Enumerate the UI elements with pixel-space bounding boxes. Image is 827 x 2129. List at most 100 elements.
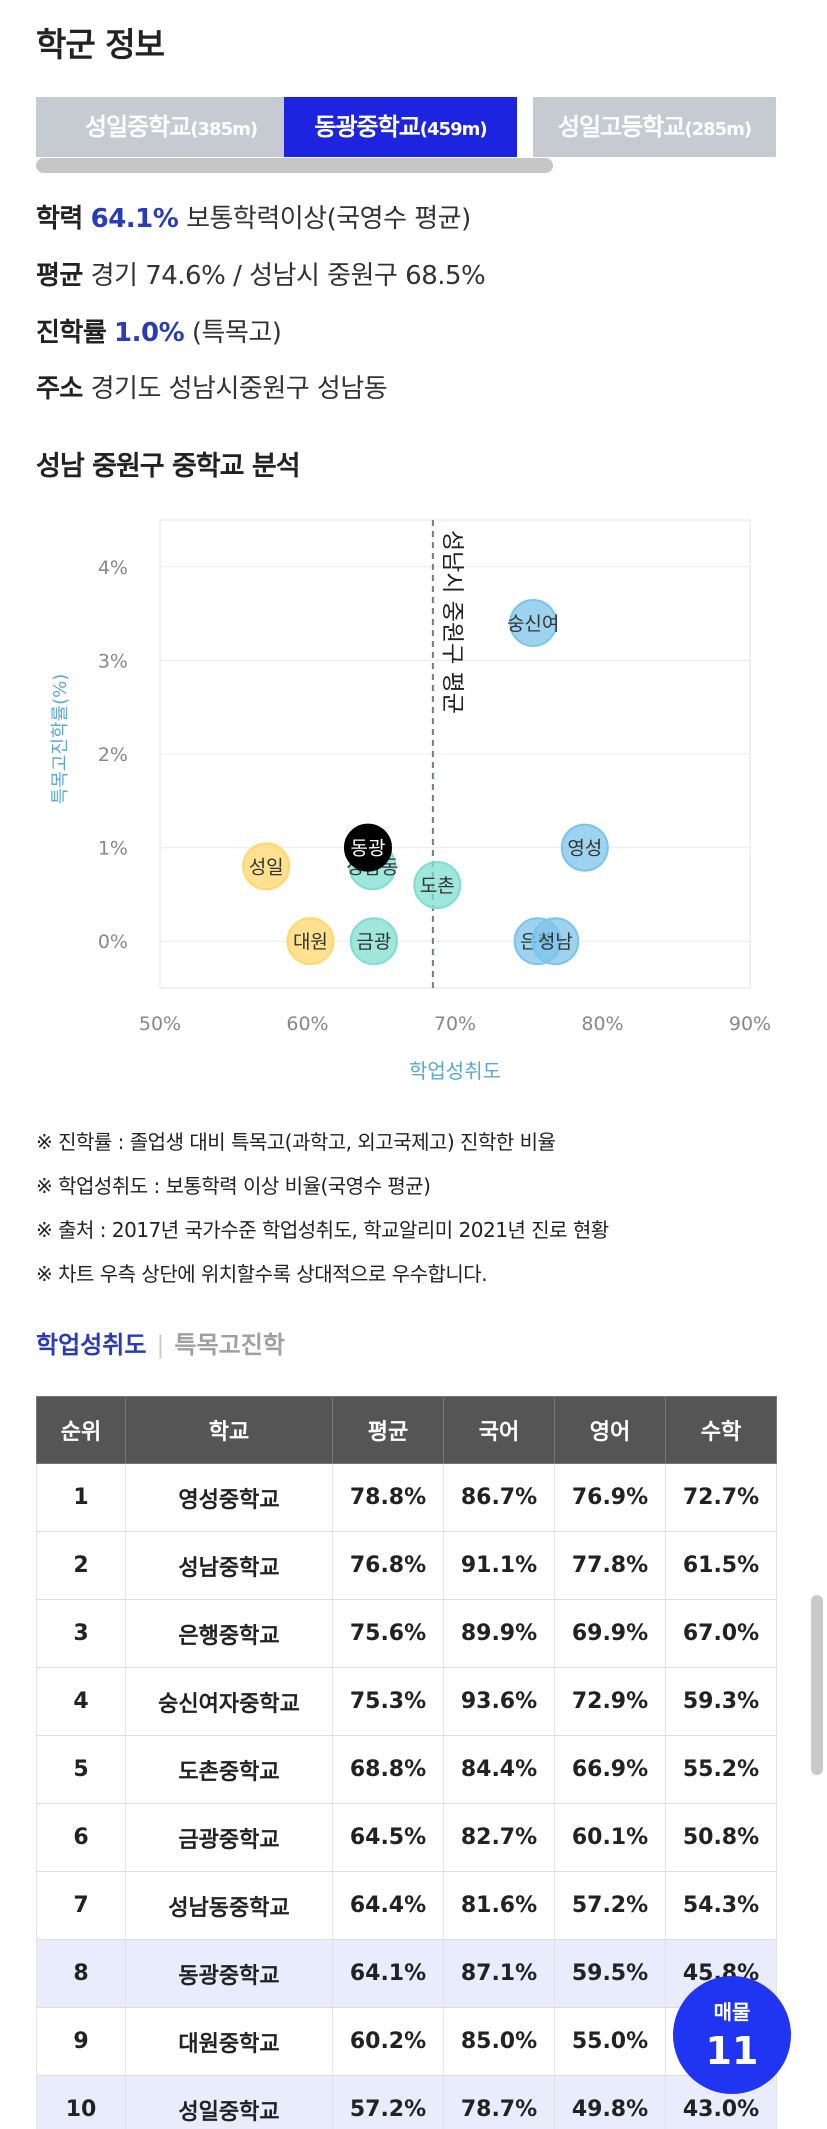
cell-school: 은행중학교 xyxy=(125,1599,333,1668)
tab-label: 동광중학교 xyxy=(314,113,420,141)
cell-math: 67.0% xyxy=(665,1599,777,1668)
cell-rank: 2 xyxy=(36,1531,126,1600)
table-row: 4 숭신여자중학교 75.3% 93.6% 72.9% 59.3% xyxy=(36,1667,777,1736)
x-tick-label: 90% xyxy=(729,1013,771,1035)
header-korean: 국어 xyxy=(443,1396,555,1464)
cell-english: 66.9% xyxy=(554,1735,666,1804)
data-point-label: 숭신여 xyxy=(507,613,559,635)
header-math: 수학 xyxy=(665,1396,777,1464)
cell-math: 55.2% xyxy=(665,1735,777,1804)
cell-korean: 78.7% xyxy=(443,2075,555,2129)
data-point xyxy=(560,823,609,872)
average-row: 평균 경기 74.6% / 성남시 중원구 68.5% xyxy=(36,255,486,292)
header-rank: 순위 xyxy=(36,1396,126,1464)
table-row: 3 은행중학교 75.6% 89.9% 69.9% 67.0% xyxy=(36,1599,777,1668)
y-tick-label: 2% xyxy=(98,744,128,766)
cell-school: 영성중학교 xyxy=(125,1463,333,1532)
cell-korean: 93.6% xyxy=(443,1667,555,1736)
cell-math: 50.8% xyxy=(665,1803,777,1872)
advance-label: 진학률 xyxy=(36,318,107,348)
data-point-label: 성남 xyxy=(538,931,573,953)
cell-school: 금광중학교 xyxy=(125,1803,333,1872)
cell-average: 57.2% xyxy=(332,2075,444,2129)
chart-notes: ※ 진학률 : 졸업생 대비 특목고(과학고, 외고국제고) 진학한 비율 ※ … xyxy=(36,1120,609,1296)
cell-english: 59.5% xyxy=(554,1939,666,2008)
note-source: ※ 출처 : 2017년 국가수준 학업성취도, 학교알리미 2021년 진로 … xyxy=(36,1218,609,1242)
cell-rank: 1 xyxy=(36,1463,126,1532)
table-header-row: 순위 학교 평균 국어 영어 수학 xyxy=(36,1396,777,1464)
cell-average: 78.8% xyxy=(332,1463,444,1532)
reference-line-label: 성남시 중원구 평균 xyxy=(439,530,465,714)
cell-average: 76.8% xyxy=(332,1531,444,1600)
x-tick-label: 80% xyxy=(581,1013,623,1035)
tab-seongil-middle[interactable]: 성일중학교(385m) xyxy=(36,97,306,157)
address-label: 주소 xyxy=(36,374,83,404)
tab-scrollbar[interactable] xyxy=(36,158,553,173)
listings-badge-button[interactable]: 매물 11 xyxy=(673,1976,791,2094)
data-point-label: 동광 xyxy=(350,838,385,860)
cell-rank: 4 xyxy=(36,1667,126,1736)
table-row: 2 성남중학교 76.8% 91.1% 77.8% 61.5% xyxy=(36,1531,777,1600)
average-label: 평균 xyxy=(36,261,83,291)
cell-school: 성일중학교 xyxy=(125,2075,333,2129)
cell-average: 64.5% xyxy=(332,1803,444,1872)
data-point-label: 성일 xyxy=(249,856,284,878)
cell-average: 64.1% xyxy=(332,1939,444,2008)
note-advance-rate: ※ 진학률 : 졸업생 대비 특목고(과학고, 외고국제고) 진학한 비율 xyxy=(36,1130,556,1154)
tab-label: 성일고등학교 xyxy=(557,113,685,141)
academic-row: 학력 64.1% 보통학력이상(국영수 평균) xyxy=(36,198,471,235)
cell-rank: 3 xyxy=(36,1599,126,1668)
y-tick-label: 0% xyxy=(98,931,128,953)
cell-english: 77.8% xyxy=(554,1531,666,1600)
x-axis-label: 학업성취도 xyxy=(409,1059,501,1083)
header-school: 학교 xyxy=(125,1396,333,1464)
tab-seongil-high[interactable]: 성일고등학교(285m) xyxy=(533,97,776,157)
cell-korean: 91.1% xyxy=(443,1531,555,1600)
table-row-highlighted: 8 동광중학교 64.1% 87.1% 59.5% 45.8% xyxy=(36,1939,777,2008)
cell-math: 54.3% xyxy=(665,1871,777,1940)
cell-school: 숭신여자중학교 xyxy=(125,1667,333,1736)
tab-distance: (385m) xyxy=(190,119,258,140)
y-axis-label: 특목고진학률(%) xyxy=(50,674,71,805)
cell-school: 성남중학교 xyxy=(125,1531,333,1600)
table-row: 9 대원중학교 60.2% 85.0% 55.0% xyxy=(36,2007,777,2076)
ranking-subtabs: 학업성취도 | 특목고진학 xyxy=(36,1325,285,1360)
cell-average: 64.4% xyxy=(332,1871,444,1940)
page-title: 학군 정보 xyxy=(36,25,165,64)
y-tick-label: 3% xyxy=(98,650,128,672)
advance-rate-row: 진학률 1.0% (특목고) xyxy=(36,312,282,349)
x-tick-label: 70% xyxy=(434,1013,476,1035)
table-row: 5 도촌중학교 68.8% 84.4% 66.9% 55.2% xyxy=(36,1735,777,1804)
cell-math: 61.5% xyxy=(665,1531,777,1600)
cell-rank: 8 xyxy=(36,1939,126,2008)
cell-school: 동광중학교 xyxy=(125,1939,333,2008)
table-row-highlighted: 10 성일중학교 57.2% 78.7% 49.8% 43.0% xyxy=(36,2075,777,2129)
cell-english: 76.9% xyxy=(554,1463,666,1532)
page-scrollbar[interactable] xyxy=(811,1595,823,1775)
average-value: 경기 74.6% / 성남시 중원구 68.5% xyxy=(82,261,486,291)
cell-korean: 85.0% xyxy=(443,2007,555,2076)
cell-rank: 9 xyxy=(36,2007,126,2076)
subtab-achievement[interactable]: 학업성취도 xyxy=(36,1331,147,1359)
cell-korean: 87.1% xyxy=(443,1939,555,2008)
school-tabs: 성일중학교(385m) 동광중학교(459m) 성일고등학교(285m) xyxy=(36,97,776,157)
data-point xyxy=(531,917,580,966)
cell-average: 68.8% xyxy=(332,1735,444,1804)
cell-rank: 6 xyxy=(36,1803,126,1872)
subtab-special-high[interactable]: 특목고진학 xyxy=(174,1331,285,1359)
data-point-label: 도촌 xyxy=(420,875,455,897)
data-point-label: 대원 xyxy=(293,931,328,953)
cell-korean: 84.4% xyxy=(443,1735,555,1804)
cell-rank: 5 xyxy=(36,1735,126,1804)
analysis-title: 성남 중원구 중학교 분석 xyxy=(36,451,301,482)
tab-donggwang-middle[interactable]: 동광중학교(459m) xyxy=(284,97,517,157)
data-point xyxy=(413,861,462,910)
header-english: 영어 xyxy=(554,1396,666,1464)
data-point xyxy=(509,598,558,647)
x-tick-label: 50% xyxy=(139,1013,181,1035)
table-row: 7 성남동중학교 64.4% 81.6% 57.2% 54.3% xyxy=(36,1871,777,1940)
address-row: 주소 경기도 성남시중원구 성남동 xyxy=(36,368,388,405)
tab-label: 성일중학교 xyxy=(84,113,191,141)
data-point xyxy=(349,917,398,966)
